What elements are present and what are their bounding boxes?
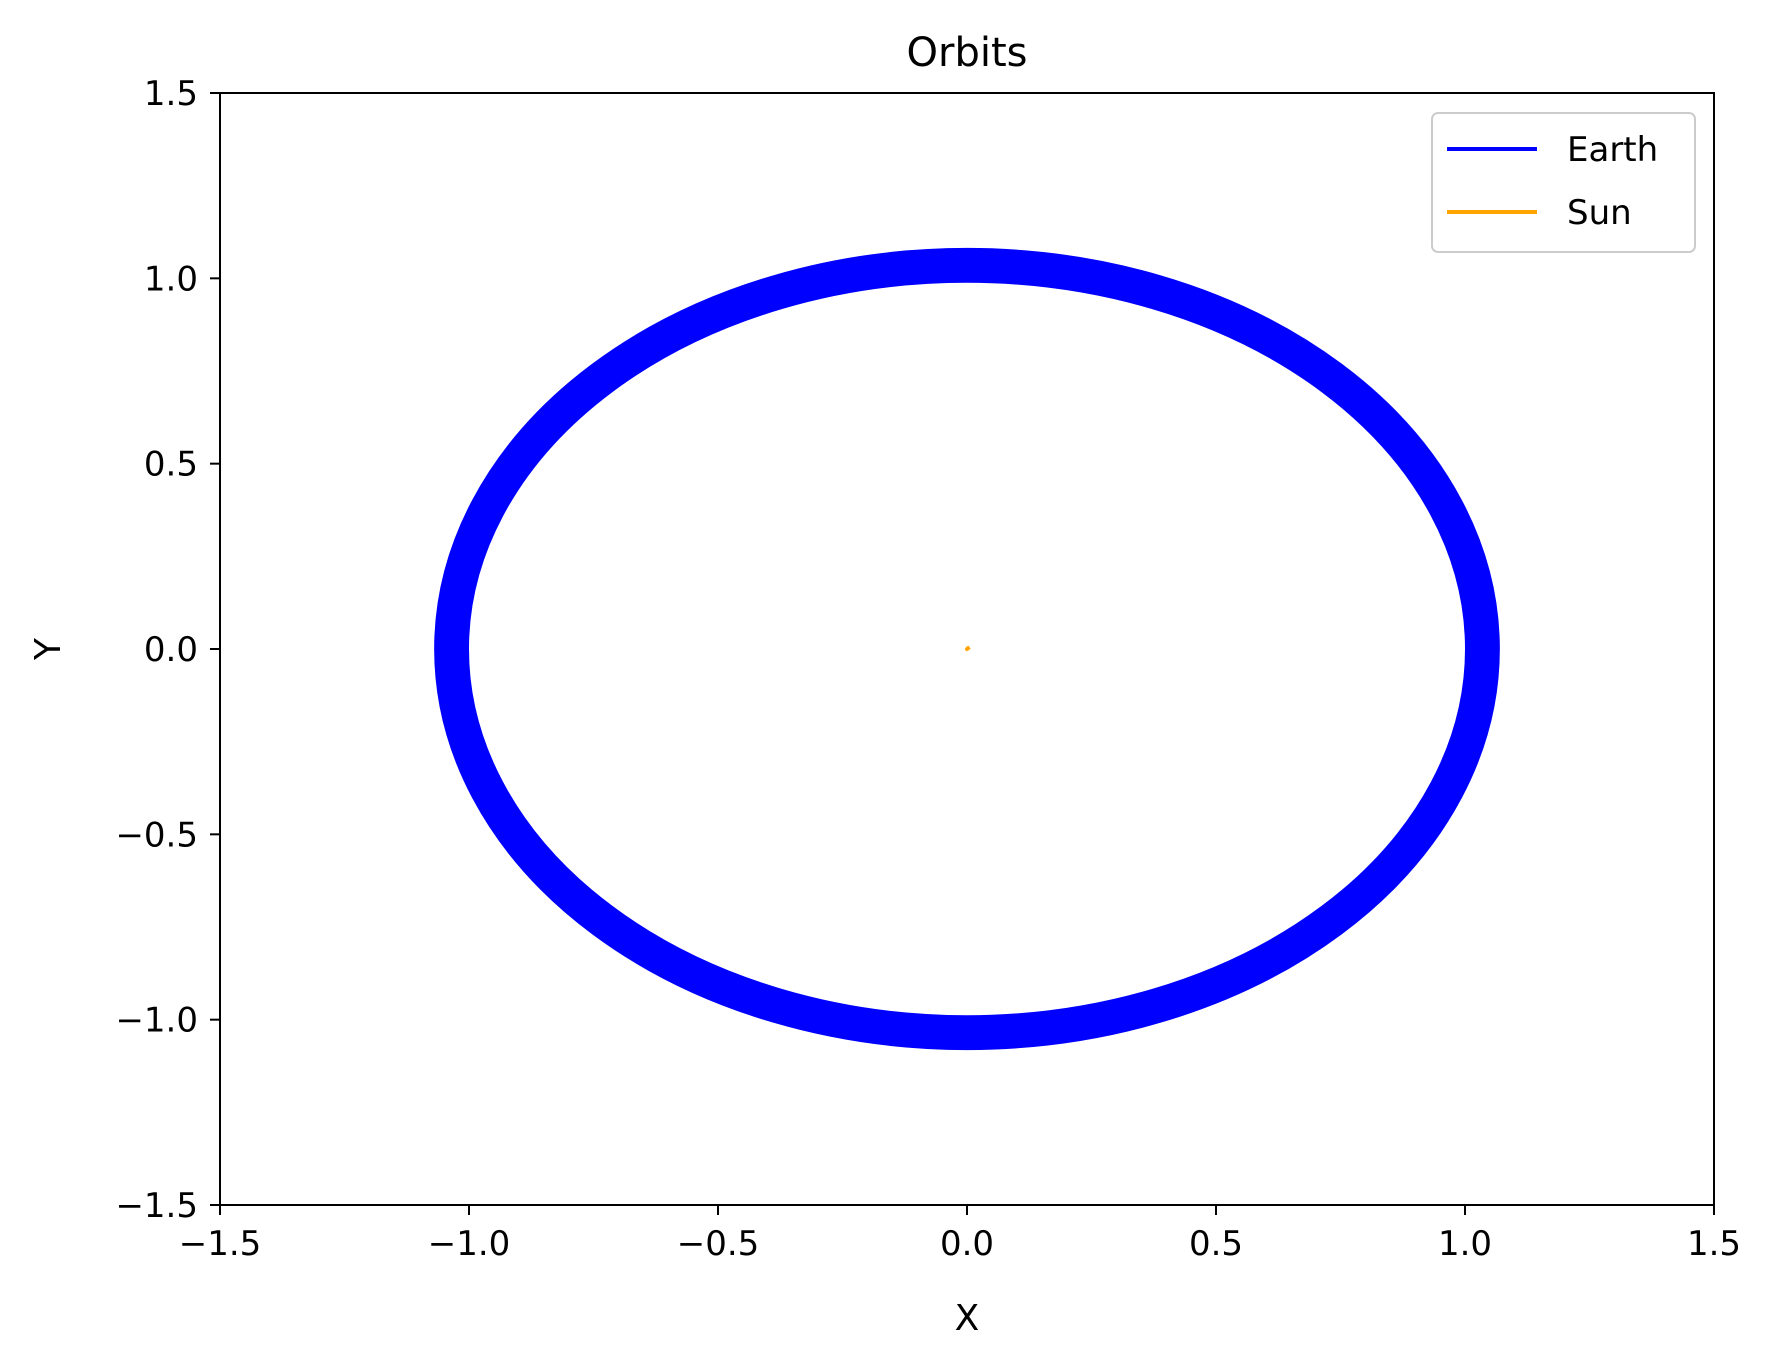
y-axis-title: Y (28, 637, 69, 661)
x-tick-label: 0.5 (1189, 1224, 1243, 1264)
series-line-earth (434, 247, 1500, 1051)
legend-label-sun: Sun (1567, 193, 1632, 233)
series-line-sun (965, 645, 971, 651)
x-tick-label: 1.0 (1438, 1224, 1492, 1264)
y-tick-label: −1.5 (115, 1186, 198, 1226)
axis-ticks: −1.5 −1.0 −0.5 0.0 0.5 1.0 1.5 −1.5 −1.0 −0.5 0.0 0… (115, 74, 1741, 1264)
legend-label-earth: Earth (1567, 130, 1658, 170)
y-tick-label: 0.5 (144, 445, 198, 485)
y-tick-label: 0.0 (144, 630, 198, 670)
x-tick-label: 0.0 (940, 1224, 994, 1264)
y-tick-label: 1.5 (144, 74, 198, 114)
chart-title: Orbits (907, 30, 1028, 76)
x-tick-label: −0.5 (677, 1224, 760, 1264)
legend: Earth Sun (1431, 112, 1696, 253)
y-tick-label: −0.5 (115, 815, 198, 855)
x-tick-label: −1.5 (179, 1224, 262, 1264)
x-axis-title: X (955, 1298, 980, 1339)
x-tick-label: −1.0 (428, 1224, 511, 1264)
x-tick-label: 1.5 (1687, 1224, 1741, 1264)
plot-area (434, 247, 1500, 1051)
y-tick-label: −1.0 (115, 1001, 198, 1041)
y-tick-label: 1.0 (144, 259, 198, 299)
